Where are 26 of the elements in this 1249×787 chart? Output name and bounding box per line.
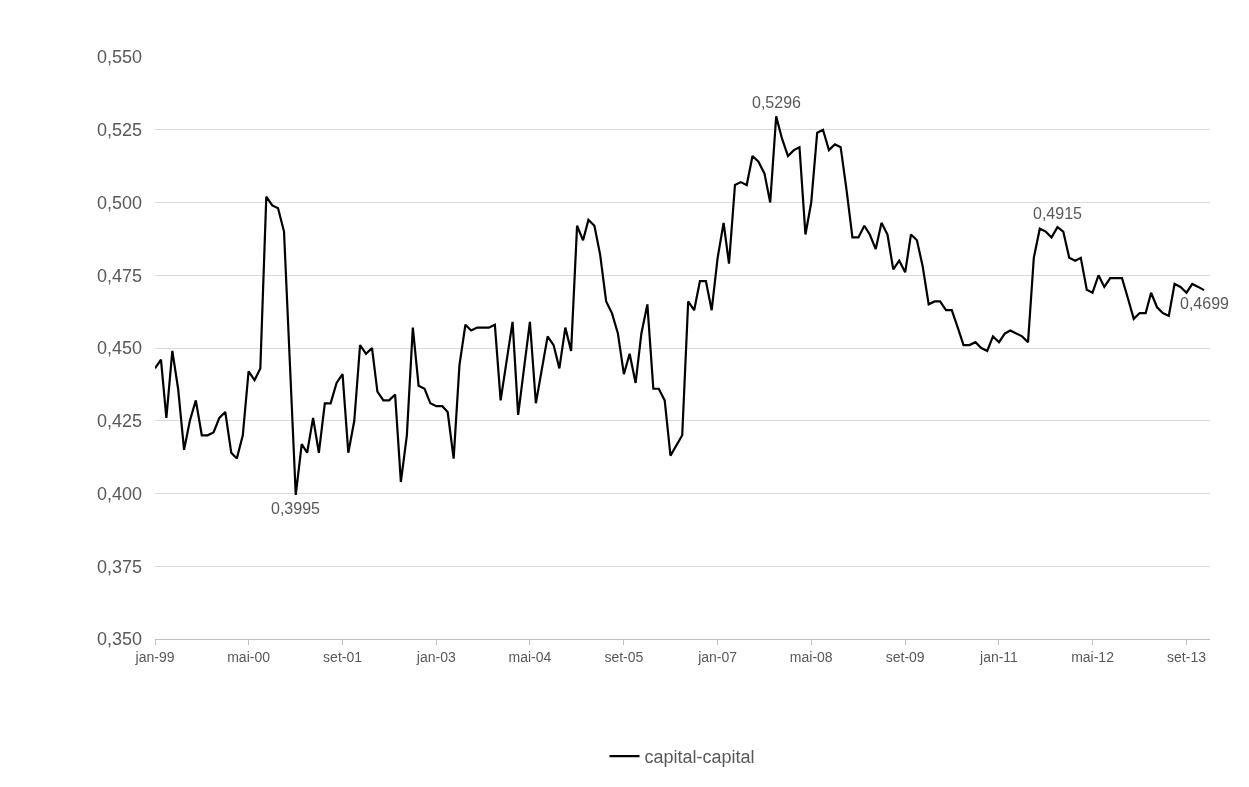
annotation: 0,4915 <box>1033 205 1083 222</box>
x-tick-label: jan-99 <box>134 648 175 665</box>
x-tick-label: mai-08 <box>789 648 833 665</box>
y-tick-label: 0,550 <box>96 47 142 68</box>
x-tick-label: mai-04 <box>508 648 552 665</box>
x-tick-label: jan-07 <box>697 648 738 665</box>
x-tick-label: mai-12 <box>1071 648 1115 665</box>
annotation: 0,5296 <box>752 94 802 111</box>
x-tick-label: set-09 <box>885 648 925 665</box>
y-tick-label: 0,525 <box>96 120 142 141</box>
x-tick-label: jan-03 <box>415 648 456 665</box>
y-tick-label: 0,425 <box>96 411 142 432</box>
y-tick-label: 0,475 <box>96 265 142 286</box>
y-tick-label: 0,400 <box>96 483 142 504</box>
x-tick-label: jan-11 <box>979 648 1019 665</box>
legend-label: capital-capital <box>644 747 755 768</box>
x-tick-label: set-05 <box>604 648 644 665</box>
x-tick-label: set-13 <box>1167 648 1207 665</box>
y-tick-label: 0,375 <box>96 556 142 577</box>
annotation: 0,4699 <box>1180 295 1230 312</box>
y-tick-label: 0,500 <box>96 192 142 213</box>
x-tick-label: mai-00 <box>227 648 271 665</box>
annotation: 0,3995 <box>271 500 321 517</box>
x-tick-label: set-01 <box>323 648 363 665</box>
y-tick-label: 0,450 <box>96 338 142 359</box>
y-tick-label: 0,350 <box>96 629 142 650</box>
